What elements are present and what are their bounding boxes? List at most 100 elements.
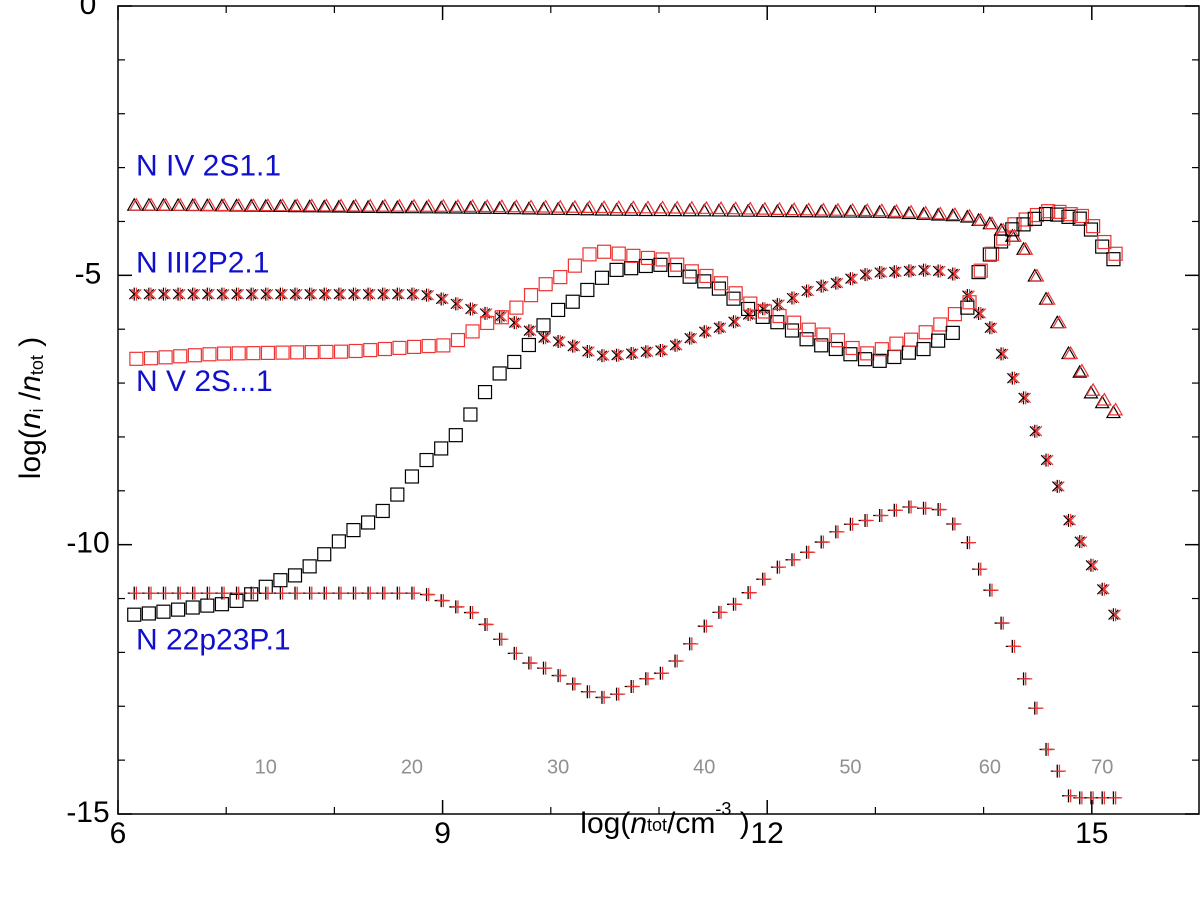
point-n-iv-2s1-1-red [348, 198, 364, 212]
point-n-iv-2s1-1-black [696, 203, 712, 217]
point-n-iv-2s1-1-red [1096, 392, 1112, 406]
point-n-iii2p2-1-red [613, 348, 625, 362]
point-n-iv-2s1-1-black [229, 198, 245, 212]
point-n-iv-2s1-1-red [757, 201, 773, 215]
point-n-22p23p-1-red [422, 588, 436, 602]
point-n-iv-2s1-1-black [243, 198, 259, 212]
point-n-v-2s-1-black [390, 487, 405, 502]
point-n-v-2s-1-red [1007, 217, 1022, 232]
point-n-iii2p2-1-red [1020, 391, 1032, 405]
point-n-22p23p-1-red [480, 617, 494, 631]
point-n-v-2s-1-black [477, 384, 493, 400]
point-n-v-2s-1-black [945, 325, 960, 340]
point-n-v-2s-1-black [200, 598, 215, 613]
point-n-iii2p2-1-red [554, 334, 566, 348]
point-n-iv-2s1-1-red [845, 202, 861, 216]
point-n-v-2s-1-red [973, 263, 988, 278]
point-n-iii2p2-1-red [905, 264, 917, 278]
point-n-iii2p2-1-red [379, 287, 391, 301]
x-tick-label: 12 [751, 817, 784, 850]
point-n-v-2s-1-black [609, 262, 624, 277]
point-n-iii2p2-1-red [1054, 479, 1065, 493]
point-n-v-2s-1-red [187, 348, 202, 363]
point-n-iii2p2-1-black [728, 315, 739, 329]
point-n-v-2s-1-red [1097, 234, 1112, 250]
point-n-v-2s-1-red [523, 288, 539, 303]
point-index-label: 50 [839, 756, 861, 778]
point-n-22p23p-1-red [743, 586, 757, 600]
point-n-iii2p2-1-red [291, 287, 303, 301]
point-n-iv-2s1-1-black [345, 199, 362, 213]
point-n-iii2p2-1-black [406, 287, 418, 301]
point-n-iii2p2-1-red [569, 339, 581, 353]
point-n-v-2s-1-red [699, 268, 714, 284]
point-n-iv-2s1-1-red [640, 200, 656, 214]
point-n-iii2p2-1-black [494, 309, 505, 323]
point-n-iii2p2-1-black [888, 265, 900, 279]
point-n-iii2p2-1-black [757, 302, 769, 316]
point-n-22p23p-1-red [948, 517, 962, 531]
point-n-iv-2s1-1-black [1049, 315, 1065, 329]
point-n-iii2p2-1-black [845, 272, 856, 286]
point-n-22p23p-1-red [466, 606, 480, 620]
data-marks [126, 197, 1124, 805]
x-tick-label: 6 [110, 817, 127, 850]
point-n-iv-2s1-1-red [216, 197, 232, 212]
point-n-v-2s-1-black [799, 332, 814, 347]
series-label: N 22p23P.1 [136, 624, 291, 657]
point-n-iv-2s1-1-red [962, 208, 978, 222]
point-n-iii2p2-1-red [511, 316, 522, 330]
point-n-iii2p2-1-red [1065, 513, 1076, 527]
point-n-iii2p2-1-red [584, 345, 595, 359]
point-n-iii2p2-1-black [918, 263, 929, 277]
point-n-v-2s-1-red [684, 264, 699, 279]
point-n-iv-2s1-1-black [872, 204, 888, 218]
point-n-iv-2s1-1-black [784, 204, 800, 218]
point-n-iv-2s1-1-red [435, 198, 451, 212]
point-n-v-2s-1-black [565, 294, 580, 309]
point-n-iii2p2-1-black [947, 267, 959, 281]
point-n-v-2s-1-black [404, 469, 420, 484]
point-n-22p23p-1-red [246, 586, 260, 600]
x-axis-title: log(ntot/cm-3 ) [580, 799, 749, 840]
series-label: N V 2S...1 [136, 365, 273, 398]
point-n-v-2s-1-red [143, 351, 159, 366]
point-n-v-2s-1-red [363, 342, 378, 358]
point-n-v-2s-1-red [290, 345, 305, 360]
point-n-iv-2s1-1-red [421, 198, 437, 212]
point-n-iv-2s1-1-black [1027, 268, 1043, 282]
point-n-iii2p2-1-red [189, 287, 201, 301]
point-n-iv-2s1-1-red [888, 203, 904, 217]
point-n-iii2p2-1-red [949, 267, 961, 281]
point-n-22p23p-1-red [509, 646, 523, 660]
point-n-iv-2s1-1-black [521, 201, 537, 215]
point-index-label: 20 [401, 756, 423, 778]
point-n-v-2s-1-red [655, 252, 670, 267]
point-n-iv-2s1-1-red [984, 216, 1000, 230]
point-n-iii2p2-1-black [830, 276, 842, 290]
point-n-iv-2s1-1-black [170, 197, 186, 212]
point-n-v-2s-1-black [931, 333, 946, 348]
point-n-iv-2s1-1-red [1063, 345, 1079, 360]
point-n-iv-2s1-1-red [830, 202, 846, 216]
point-n-iv-2s1-1-red [275, 198, 291, 212]
point-n-iii2p2-1-red [496, 309, 508, 323]
plot-frame [117, 5, 1200, 815]
point-n-iv-2s1-1-black [945, 208, 961, 222]
point-n-iii2p2-1-black [377, 287, 389, 301]
point-n-iv-2s1-1-black [302, 199, 318, 213]
point-n-iv-2s1-1-red [611, 200, 627, 214]
point-n-v-2s-1-red [918, 325, 933, 340]
point-n-iii2p2-1-red [759, 302, 771, 316]
point-n-v-2s-1-black [697, 274, 712, 289]
point-n-iii2p2-1-black [874, 266, 885, 280]
point-n-v-2s-1-black [156, 604, 171, 619]
point-n-v-2s-1-black [755, 309, 770, 324]
point-n-iii2p2-1-red [832, 276, 844, 290]
point-n-v-2s-1-red [889, 336, 904, 351]
point-n-iv-2s1-1-black [609, 202, 625, 216]
point-n-22p23p-1-red [392, 586, 406, 600]
point-n-iii2p2-1-red [847, 272, 858, 286]
point-n-iii2p2-1-black [202, 287, 213, 301]
